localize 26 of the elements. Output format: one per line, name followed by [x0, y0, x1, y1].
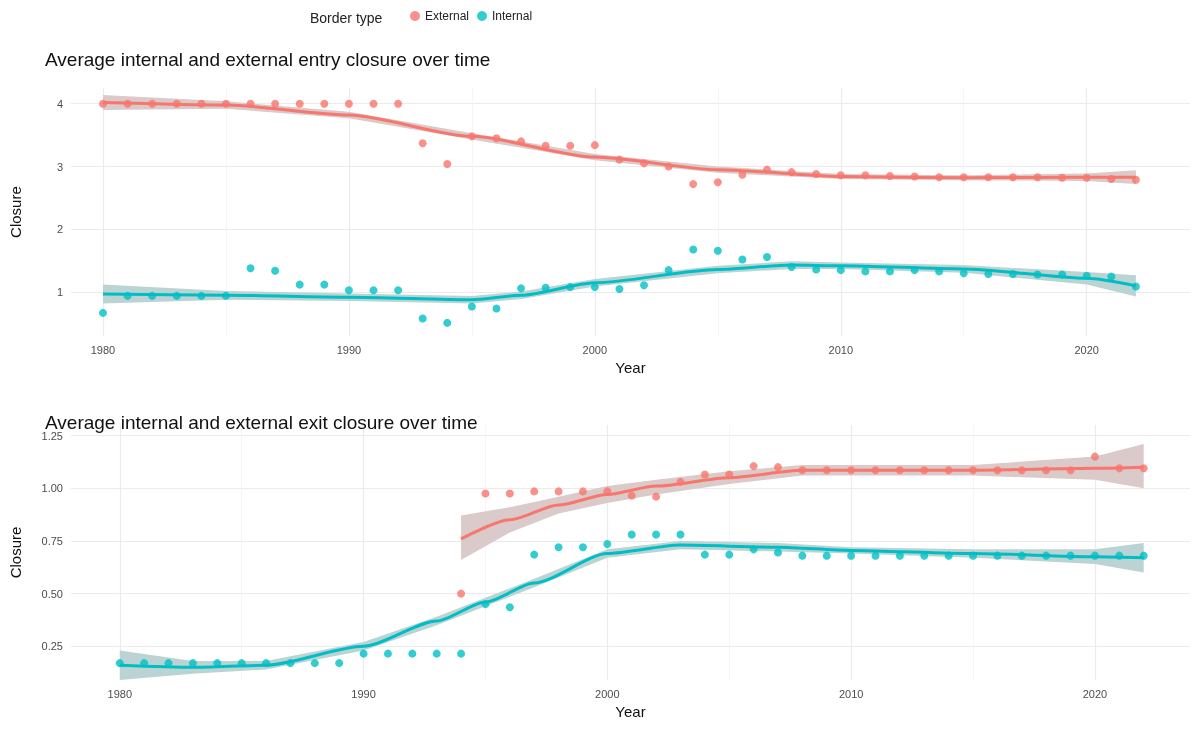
y-tick-label: 1.00	[41, 482, 63, 495]
x-tick-label: 2020	[1074, 343, 1099, 356]
x-tick-label: 2010	[828, 343, 854, 356]
x-tick-label: 2010	[838, 687, 864, 700]
x-tick-label: 1980	[107, 687, 132, 700]
x-tick-label: 1990	[336, 343, 362, 356]
x-tick-label: 2000	[595, 687, 620, 700]
y-tick-label: 2	[56, 223, 63, 236]
y-axis-title: Closure	[7, 186, 24, 238]
legend-label: External	[425, 9, 470, 23]
legend-title: Border type	[310, 10, 383, 26]
chart-title: Average internal and external entry closure over time	[45, 49, 491, 70]
legend-label: Internal	[492, 9, 533, 23]
y-tick-label: 0.75	[41, 534, 63, 547]
x-tick-label: 2020	[1082, 687, 1108, 700]
y-tick-label: 3	[56, 160, 63, 173]
x-axis-title: Year	[615, 702, 646, 720]
y-tick-label: 4	[56, 97, 63, 110]
y-tick-label: 0.25	[41, 640, 63, 653]
x-tick-label: 1980	[90, 343, 116, 356]
x-tick-label: 2000	[582, 343, 608, 356]
x-tick-label: 1990	[351, 687, 376, 700]
y-tick-label: 1	[56, 286, 63, 299]
x-axis-title: Year	[615, 359, 646, 376]
y-tick-label: 0.50	[41, 587, 63, 600]
y-axis-title: Closure	[7, 526, 24, 579]
